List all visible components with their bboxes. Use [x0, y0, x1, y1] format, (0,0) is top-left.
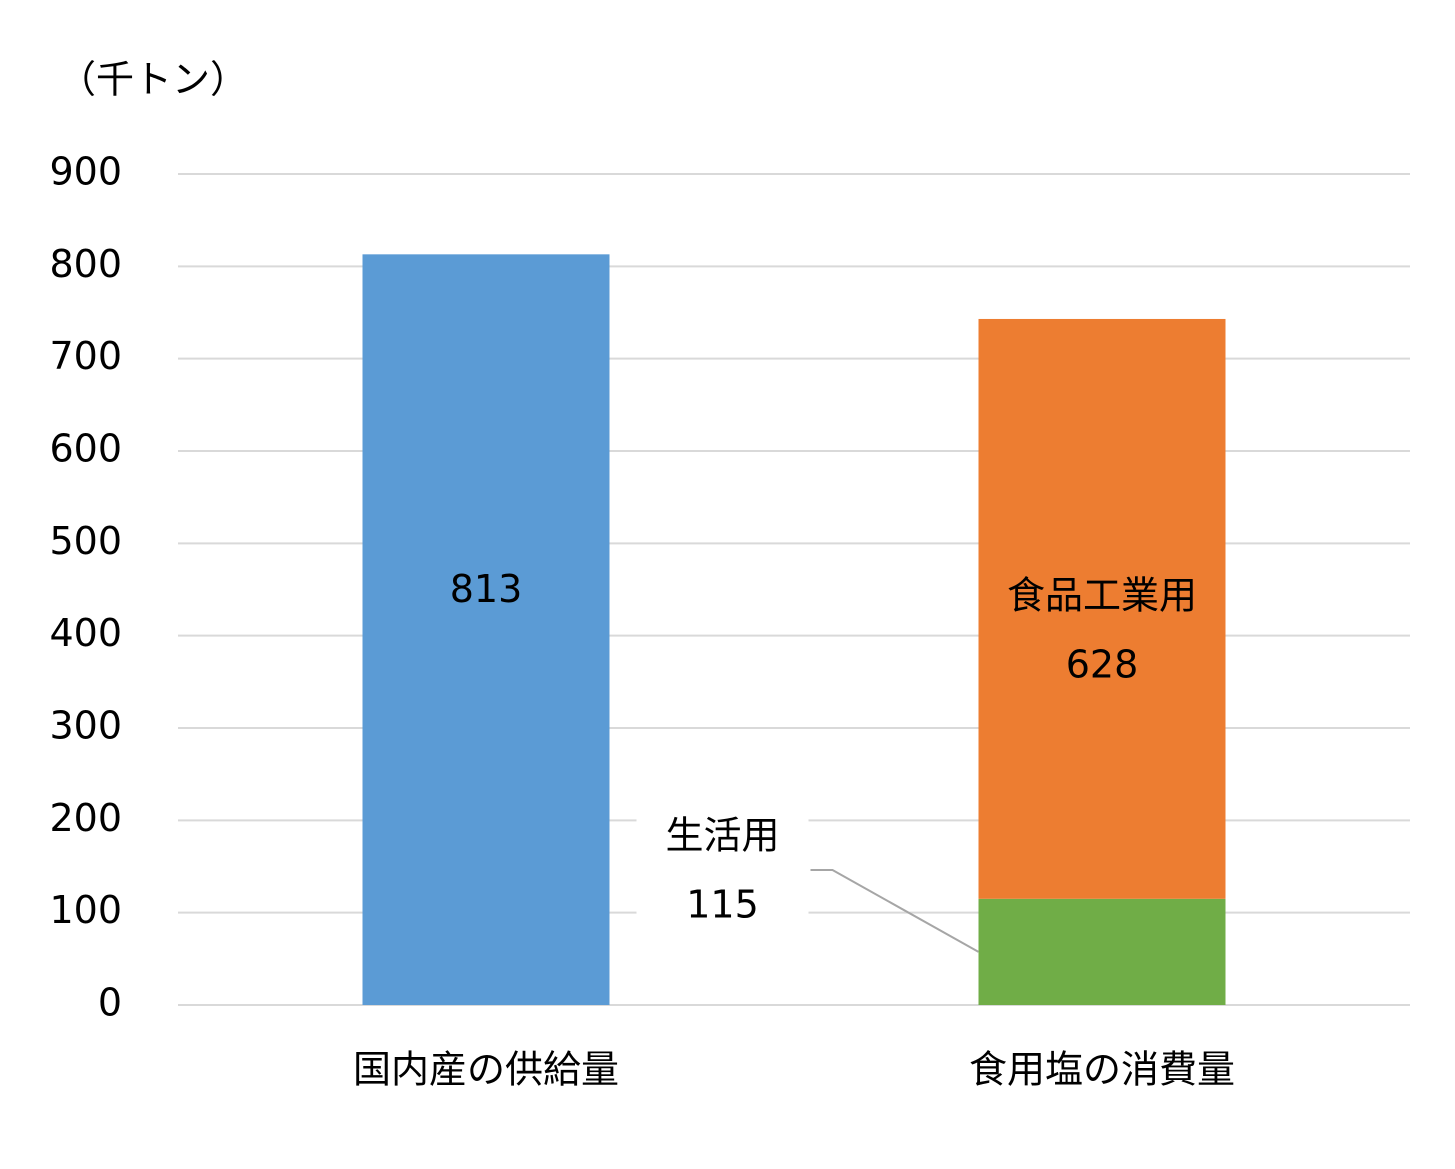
y-tick-label: 600: [49, 427, 122, 471]
x-tick-label: 国内産の供給量: [353, 1048, 619, 1092]
y-tick-label: 800: [49, 242, 122, 286]
y-tick-label: 900: [49, 150, 122, 194]
data-label: 115: [686, 883, 759, 927]
bar-segment: [978, 318, 1226, 899]
y-tick-label: 400: [49, 611, 122, 655]
data-label: 628: [1066, 642, 1139, 686]
bar-segment: [978, 898, 1226, 1005]
y-tick-label: 300: [49, 704, 122, 748]
y-tick-label: 500: [49, 519, 122, 563]
data-label-name: 食品工業用: [1007, 573, 1197, 617]
y-tick-label: 200: [49, 796, 122, 840]
y-axis-unit: （千トン）: [58, 58, 248, 102]
data-label: 813: [450, 567, 523, 611]
bar-segment: [362, 254, 610, 1005]
data-label-name: 生活用: [665, 814, 779, 858]
leader-line: [810, 869, 979, 953]
x-tick-label: 食用塩の消費量: [969, 1048, 1235, 1092]
label-background: [636, 800, 809, 940]
y-tick-label: 700: [49, 334, 122, 378]
y-tick-label: 0: [98, 981, 122, 1025]
y-tick-label: 100: [49, 888, 122, 932]
